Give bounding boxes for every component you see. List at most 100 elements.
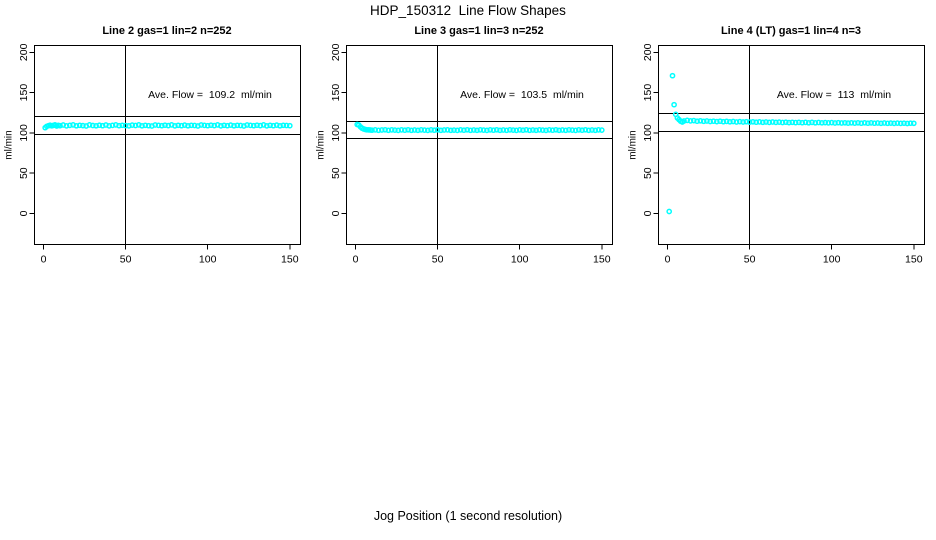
data-point <box>470 127 477 133</box>
panel-line2: Line 2 gas=1 lin=2 n=252 ml/min Ave. Flo… <box>0 0 312 270</box>
data-point <box>467 127 474 134</box>
data-point <box>152 122 159 128</box>
data-point <box>707 118 714 125</box>
data-point <box>273 122 280 128</box>
data-point <box>681 118 687 124</box>
data-point <box>395 127 402 134</box>
data-point <box>700 118 707 125</box>
data-point <box>375 127 382 134</box>
data-point <box>457 127 464 133</box>
data-point <box>477 127 484 133</box>
data-point <box>881 120 888 126</box>
data-point <box>855 119 861 126</box>
data-point <box>805 119 812 126</box>
x-tick-label: 0 <box>353 254 359 266</box>
data-point <box>687 118 694 124</box>
data-point <box>451 127 457 133</box>
data-point <box>421 127 428 133</box>
data-point <box>582 126 589 133</box>
data-point <box>536 127 543 133</box>
data-point <box>666 208 673 215</box>
data-point <box>907 120 914 127</box>
data-point <box>796 119 802 126</box>
data-point <box>871 120 878 127</box>
data-point <box>158 122 165 129</box>
plot-box <box>346 45 613 245</box>
data-point <box>378 127 385 133</box>
data-point <box>539 127 546 133</box>
data-point <box>224 122 231 129</box>
data-point <box>878 120 884 127</box>
data-point <box>530 127 536 133</box>
data-point <box>585 127 592 134</box>
data-point <box>589 127 595 133</box>
data-point <box>828 119 835 126</box>
x-tick-label: 100 <box>511 254 529 266</box>
data-point <box>86 122 93 128</box>
data-point <box>247 122 254 129</box>
data-point <box>809 119 815 126</box>
data-point <box>231 122 237 129</box>
data-point <box>250 122 257 129</box>
data-point <box>438 127 444 134</box>
data-point <box>766 119 773 126</box>
data-point <box>254 122 260 129</box>
data-point <box>109 122 116 129</box>
data-point <box>697 117 704 124</box>
data-point <box>500 127 507 133</box>
panel-title-line4: Line 4 (LT) gas=1 lin=4 n=3 <box>720 25 862 37</box>
data-point <box>799 119 806 126</box>
figure-title: HDP_150312 Line Flow Shapes <box>370 3 566 18</box>
data-point <box>868 120 874 126</box>
data-point <box>887 120 894 126</box>
ave-flow-annotation: Ave. Flow = 103.5 ml/min <box>460 89 584 101</box>
data-point <box>198 122 205 128</box>
data-point <box>96 122 103 129</box>
x-tick-label: 100 <box>199 254 217 266</box>
data-point <box>835 119 842 126</box>
data-point <box>556 127 562 134</box>
data-point <box>727 118 733 125</box>
data-point <box>454 127 461 134</box>
data-point <box>763 119 769 125</box>
data-point <box>546 127 553 133</box>
panel-line4: Line 4 (LT) gas=1 lin=4 n=3 ml/min Ave. … <box>624 0 936 270</box>
data-point <box>372 127 379 133</box>
y-tick-label: 100 <box>18 124 30 142</box>
x-tick-label: 150 <box>281 254 299 266</box>
data-point <box>858 120 865 127</box>
x-tick-label: 50 <box>744 254 756 266</box>
data-point <box>769 119 776 125</box>
data-point <box>710 118 717 125</box>
data-point <box>191 122 198 129</box>
data-point <box>382 126 388 133</box>
data-point <box>549 127 556 134</box>
data-point <box>598 127 605 133</box>
data-point <box>812 119 819 126</box>
y-tick-label: 200 <box>330 43 342 61</box>
data-point <box>865 120 871 127</box>
y-tick-label: 150 <box>330 84 342 102</box>
data-point <box>172 123 178 129</box>
data-point <box>848 119 855 126</box>
data-point <box>516 127 523 133</box>
data-point <box>63 123 70 129</box>
data-point <box>740 119 746 125</box>
data-point <box>93 122 99 129</box>
data-point <box>520 127 526 134</box>
data-point <box>57 122 63 129</box>
y-tick-label: 0 <box>642 210 654 216</box>
data-point <box>897 120 904 127</box>
data-point <box>487 127 494 133</box>
data-point <box>690 117 697 124</box>
data-point <box>211 122 218 129</box>
data-point <box>838 120 845 126</box>
data-point <box>162 122 168 129</box>
y-tick-label: 0 <box>18 210 30 216</box>
data-point <box>405 126 411 133</box>
data-point <box>503 127 510 134</box>
data-point <box>575 127 582 133</box>
data-point <box>713 118 720 125</box>
data-point <box>411 127 418 133</box>
y-tick-label: 100 <box>642 124 654 142</box>
